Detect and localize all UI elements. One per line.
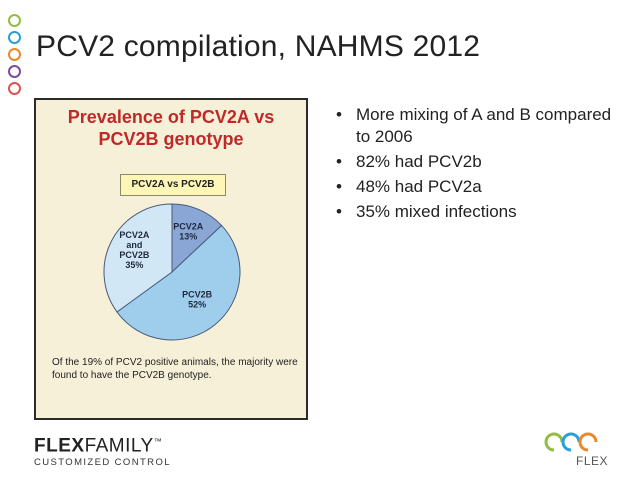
prevalence-figure: Prevalence of PCV2A vs PCV2B genotype PC… bbox=[34, 98, 308, 420]
figure-heading: Prevalence of PCV2A vs PCV2B genotype bbox=[36, 100, 306, 164]
bullet-item: 48% had PCV2a bbox=[334, 176, 614, 198]
decorative-rings bbox=[8, 14, 22, 99]
bullet-list: More mixing of A and B compared to 2006 … bbox=[334, 104, 614, 226]
bullet-item: 35% mixed infections bbox=[334, 201, 614, 223]
slide-title: PCV2 compilation, NAHMS 2012 bbox=[36, 30, 481, 63]
flex-rings-icon bbox=[544, 432, 598, 452]
ring-icon bbox=[8, 31, 21, 44]
ring-icon bbox=[8, 48, 21, 61]
pie-slice-label: PCV2A 13% bbox=[173, 222, 204, 242]
pie-chart: PCV2A 13% PCV2B 52% PCV2A and PCV2B 35% bbox=[103, 203, 241, 341]
pie-slice bbox=[103, 203, 173, 313]
flex-logo: FLEX bbox=[540, 430, 610, 474]
pie-slice bbox=[116, 224, 241, 341]
brand-family: FAMILY bbox=[84, 435, 154, 457]
bullet-item: 82% had PCV2b bbox=[334, 151, 614, 173]
ring-icon bbox=[8, 82, 21, 95]
figure-box-label: PCV2A vs PCV2B bbox=[120, 174, 226, 196]
ring-icon bbox=[8, 14, 21, 27]
pie-slice bbox=[171, 203, 223, 274]
ring-icon bbox=[8, 65, 21, 78]
trademark-mark: ™ bbox=[153, 437, 163, 446]
pie-slice-label: PCV2B 52% bbox=[182, 289, 213, 309]
flexfamily-logo: FLEXFAMILY™ CUSTOMIZED CONTROL bbox=[34, 432, 171, 469]
pie-slice-label: PCV2A and PCV2B 35% bbox=[119, 230, 150, 270]
figure-heading-line2: PCV2B genotype bbox=[98, 129, 244, 149]
figure-note: Of the 19% of PCV2 positive animals, the… bbox=[52, 357, 298, 381]
brand-tagline: CUSTOMIZED CONTROL bbox=[34, 457, 171, 469]
figure-heading-line1: Prevalence of PCV2A vs bbox=[67, 107, 275, 127]
bullet-item: More mixing of A and B compared to 2006 bbox=[334, 104, 614, 148]
flex-logo-text: FLEX bbox=[575, 454, 608, 468]
brand-flex: FLEX bbox=[34, 435, 85, 457]
